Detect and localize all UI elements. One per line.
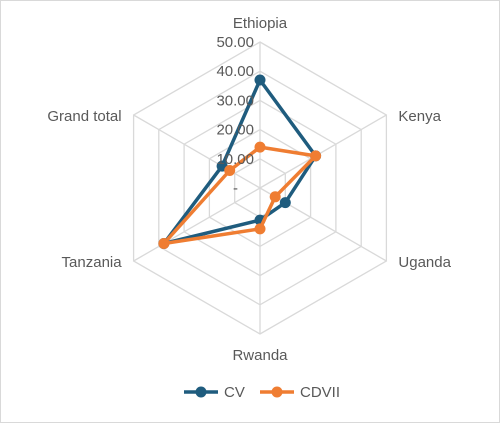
category-label: Ethiopia (233, 15, 288, 32)
category-label: Grand total (47, 108, 121, 125)
legend-item: CDVII (260, 384, 340, 401)
radar-series (158, 74, 322, 249)
tick-label: - (233, 180, 238, 197)
category-label: Uganda (398, 254, 451, 271)
tick-label: 40.00 (216, 63, 254, 80)
data-point (158, 238, 170, 249)
data-point (310, 150, 322, 162)
legend-label: CDVII (300, 384, 340, 401)
radar-grid (132, 41, 388, 335)
data-point (254, 74, 266, 86)
grid-spoke (259, 114, 387, 189)
data-point (269, 191, 281, 203)
tick-label: 10.00 (216, 151, 254, 168)
data-point (279, 197, 291, 209)
grid-spoke (133, 187, 261, 262)
category-label: Tanzania (62, 254, 123, 271)
category-label: Rwanda (232, 347, 288, 364)
tick-label: 30.00 (216, 92, 254, 109)
category-labels: Ethiopia Kenya Uganda Rwanda Tanzania Grand t… (47, 15, 451, 364)
data-point (254, 223, 266, 235)
grid-spoke (133, 114, 261, 189)
data-point (254, 141, 266, 153)
radial-tick-labels: - 10.00 20.00 30.00 40.00 50.00 (216, 34, 254, 197)
tick-label: 20.00 (216, 122, 254, 139)
legend-item: CV (184, 384, 245, 401)
legend: CV CDVII (184, 384, 340, 401)
tick-label: 50.00 (216, 34, 254, 51)
series-cdvii (158, 141, 322, 249)
data-point (224, 165, 236, 176)
legend-swatch-marker (271, 386, 283, 398)
category-label: Kenya (398, 108, 441, 125)
legend-swatch-marker (195, 386, 207, 398)
legend-label: CV (224, 384, 245, 401)
